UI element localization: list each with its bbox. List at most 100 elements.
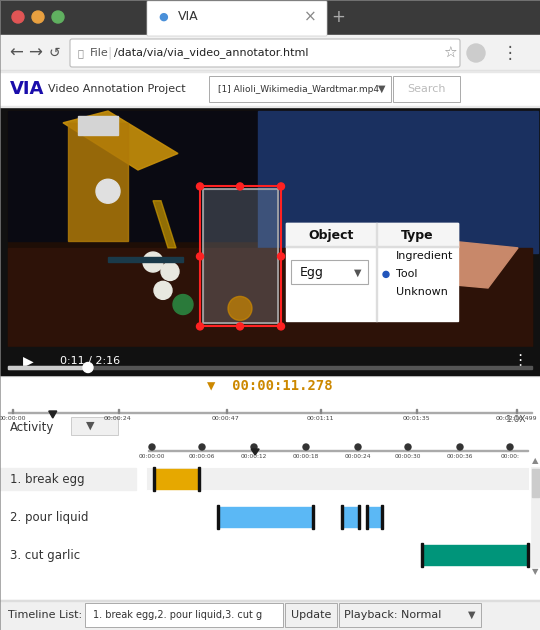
Text: 00:00:24: 00:00:24 [104,416,132,421]
Circle shape [197,323,204,330]
Polygon shape [63,111,178,170]
Bar [286,224,458,321]
Circle shape [251,444,257,450]
Text: 00:00:: 00:00: [501,454,519,459]
Bar [0,71,540,72]
Text: ↺: ↺ [48,46,60,60]
Text: ▼  00:00:11.278: ▼ 00:00:11.278 [207,378,333,392]
Polygon shape [251,449,259,455]
Circle shape [149,444,155,450]
Text: 00:00:30: 00:00:30 [395,454,421,459]
Polygon shape [153,201,176,248]
Bar [367,507,382,527]
Text: Egg: Egg [300,266,324,279]
Bar [12,409,13,413]
Bar [381,505,383,529]
Circle shape [507,444,513,450]
Circle shape [228,296,252,321]
Bar [203,190,278,323]
Bar [516,409,517,413]
Bar [341,505,343,529]
Text: 1. break egg: 1. break egg [10,472,85,486]
Bar [8,366,532,369]
Bar [0,0,540,35]
Polygon shape [49,411,57,418]
Circle shape [278,183,285,190]
Text: ▶: ▶ [23,354,33,368]
Bar [148,469,528,489]
Bar [8,111,532,347]
Circle shape [381,251,391,261]
Bar [298,248,428,276]
Circle shape [143,252,163,272]
FancyBboxPatch shape [339,603,481,627]
Text: ▼: ▼ [86,421,94,431]
Text: 00:00:36: 00:00:36 [447,454,473,459]
Text: ●: ● [158,12,168,22]
Circle shape [405,444,411,450]
Text: Tool: Tool [396,270,417,279]
Circle shape [278,253,285,260]
Bar [527,543,529,567]
Text: 00:00:47: 00:00:47 [212,416,240,421]
Bar [0,600,540,601]
Bar [286,224,458,248]
FancyBboxPatch shape [147,1,327,36]
Text: ⓘ: ⓘ [77,48,83,58]
Text: ▼: ▼ [378,84,386,94]
Circle shape [161,263,179,280]
Bar [393,234,421,248]
Bar [118,409,119,413]
Bar [68,123,128,241]
Text: 00:00:00: 00:00:00 [0,416,26,421]
Text: 1. break egg,2. pour liquid,3. cut g: 1. break egg,2. pour liquid,3. cut g [93,610,262,620]
Bar [0,600,540,630]
Bar [78,116,118,135]
Text: VIA: VIA [10,80,44,98]
Bar [532,469,539,497]
Bar [153,467,154,491]
Text: 00:01:35: 00:01:35 [402,416,430,421]
Bar [0,468,136,490]
Text: Playback: Normal: Playback: Normal [345,610,442,620]
Bar [154,469,199,489]
Bar [8,111,532,347]
Bar [421,543,423,567]
Text: Ingredient: Ingredient [396,251,454,261]
Text: ×: × [303,9,316,25]
Bar [366,505,368,529]
Bar [8,366,88,369]
Text: Search: Search [408,84,446,94]
Text: Timeline List:: Timeline List: [8,610,82,620]
Text: ⋮: ⋮ [512,353,528,369]
Bar [358,505,360,529]
Circle shape [83,362,93,372]
FancyBboxPatch shape [71,417,118,435]
Bar [0,70,540,71]
Circle shape [381,287,391,297]
Text: 00:00:24: 00:00:24 [345,454,372,459]
Bar [0,35,540,71]
Bar [0,106,540,107]
Bar [0,347,540,375]
Text: ⋮: ⋮ [502,44,518,62]
Text: Video Annotation Project: Video Annotation Project [48,84,186,94]
FancyBboxPatch shape [285,603,337,627]
Circle shape [96,180,120,203]
Circle shape [355,444,361,450]
Bar [226,409,227,413]
Circle shape [237,183,244,190]
Bar [0,107,540,375]
Circle shape [383,272,389,277]
Bar [108,257,183,262]
Bar [531,467,540,567]
FancyBboxPatch shape [70,39,460,67]
Text: Update: Update [291,610,331,620]
Circle shape [381,270,391,279]
Text: →: → [28,44,42,62]
Bar [0,71,540,107]
Circle shape [32,11,44,23]
Bar [8,412,532,413]
Text: 00:00:18: 00:00:18 [293,454,319,459]
Bar [376,224,377,321]
